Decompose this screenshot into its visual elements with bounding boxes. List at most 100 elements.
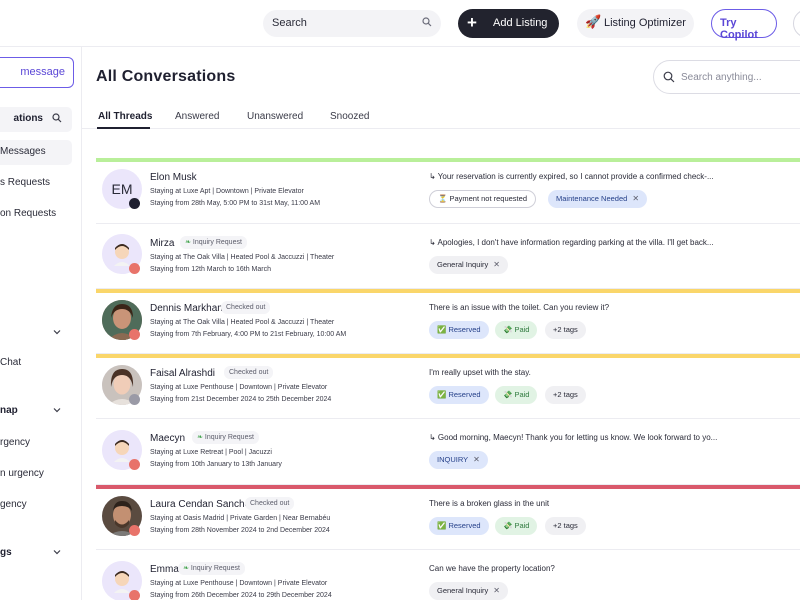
top-bar: Search + Add Listing 🚀 Listing Optimizer… bbox=[0, 0, 800, 47]
close-icon[interactable]: ✕ bbox=[473, 455, 480, 464]
tag-general-inquiry[interactable]: General Inquiry ✕ bbox=[429, 256, 508, 274]
sidebar-item-urgency-2[interactable]: n urgency bbox=[0, 468, 44, 479]
listing-line: Staying at Oasis Madrid | Private Garden… bbox=[150, 515, 331, 522]
guest-name: Elon Musk bbox=[150, 172, 197, 183]
tag-label: Maintenance Needed bbox=[556, 194, 628, 203]
sidebar-item-action-requests[interactable]: on Requests bbox=[0, 208, 57, 219]
sidebar-item-requests[interactable]: s Requests bbox=[0, 177, 51, 188]
sidebar-item-urgency-1[interactable]: rgency bbox=[0, 437, 31, 448]
more-tags-button[interactable]: +2 tags bbox=[545, 386, 586, 404]
conversation-row[interactable]: Maecyn ❧ Inquiry Request Staying at Luxe … bbox=[96, 419, 800, 485]
rocket-icon: 🚀 bbox=[585, 14, 602, 29]
sidebar-item-urgency-3[interactable]: gency bbox=[0, 499, 27, 510]
profile-button[interactable] bbox=[793, 9, 800, 38]
conversation-row[interactable]: Emma ❧ Inquiry Request Staying at Luxe Pe… bbox=[96, 550, 800, 600]
tag-label: Paid bbox=[514, 521, 530, 530]
sidebar: message ations Messages s Requests on Re… bbox=[0, 47, 82, 600]
sidebar-group-map[interactable]: nap bbox=[0, 405, 18, 416]
sidebar-item-messages[interactable]: Messages bbox=[0, 146, 46, 157]
thread-tabs: All Threads Answered Unanswered Snoozed bbox=[82, 103, 800, 129]
chevron-down-icon[interactable] bbox=[53, 548, 61, 556]
listing-line: Staying at Luxe Penthouse | Downtown | P… bbox=[150, 580, 328, 587]
stay-dates-line: Staying from 28th May, 5:00 PM to 31st M… bbox=[150, 200, 321, 207]
leaf-icon: ❧ bbox=[185, 239, 191, 246]
chevron-down-icon[interactable] bbox=[53, 406, 61, 414]
status-badge: Checked out bbox=[224, 366, 274, 379]
guest-name: Emma bbox=[150, 564, 179, 575]
tab-unanswered[interactable]: Unanswered bbox=[247, 111, 304, 122]
new-message-label: message bbox=[20, 66, 65, 78]
global-search-placeholder: Search bbox=[272, 17, 307, 29]
status-bar-yellow bbox=[96, 289, 800, 293]
platform-badge-icon bbox=[129, 394, 140, 405]
listing-line: Staying at Luxe Penthouse | Downtown | P… bbox=[150, 384, 328, 391]
page-title: All Conversations bbox=[96, 68, 236, 85]
global-search-input[interactable]: Search bbox=[263, 10, 441, 37]
more-tags-button[interactable]: +2 tags bbox=[545, 321, 586, 339]
sidebar-group-settings[interactable]: gs bbox=[0, 547, 12, 558]
tab-snoozed[interactable]: Snoozed bbox=[330, 111, 370, 122]
leaf-icon: ❧ bbox=[183, 565, 189, 572]
guest-name: Dennis Markham bbox=[150, 303, 226, 314]
money-icon: 💸 bbox=[503, 390, 513, 399]
last-message: Can we have the property location? bbox=[429, 564, 555, 573]
sidebar-conversations-label: ations bbox=[13, 113, 43, 124]
airbnb-badge-icon bbox=[129, 263, 140, 274]
tag-reserved[interactable]: ✅ Reserved bbox=[429, 321, 489, 339]
search-icon[interactable] bbox=[52, 113, 62, 123]
tag-label: Paid bbox=[514, 325, 530, 334]
chevron-down-icon[interactable] bbox=[53, 328, 61, 336]
status-badge-label: Inquiry Request bbox=[192, 239, 242, 246]
close-icon[interactable]: ✕ bbox=[493, 260, 500, 269]
user-photo bbox=[102, 300, 142, 340]
conversation-row[interactable]: Dennis Markham Checked out Staying at Th… bbox=[96, 289, 800, 354]
tab-answered[interactable]: Answered bbox=[175, 111, 220, 122]
check-icon: ✅ bbox=[437, 325, 447, 334]
status-badge-label: Inquiry Request bbox=[204, 434, 254, 441]
status-badge: ❧ Inquiry Request bbox=[178, 562, 245, 575]
sidebar-conversations-header[interactable]: ations bbox=[0, 107, 72, 132]
tag-label: Payment not requested bbox=[449, 194, 527, 203]
conversation-row[interactable]: Laura Cendan Sanchez Checked out Staying… bbox=[96, 485, 800, 550]
last-message: There is a broken glass in the unit bbox=[429, 499, 550, 508]
stay-dates-line: Staying from 26th December 2024 to 29th … bbox=[150, 592, 332, 599]
close-icon[interactable]: ✕ bbox=[493, 586, 500, 595]
add-listing-button[interactable]: + Add Listing bbox=[458, 9, 559, 38]
stay-dates-line: Staying from 7th February, 4:00 PM to 21… bbox=[150, 331, 347, 338]
status-bar-red bbox=[96, 485, 800, 489]
sidebar-item-chat[interactable]: Chat bbox=[0, 357, 22, 368]
more-tags-button[interactable]: +2 tags bbox=[545, 517, 586, 535]
tag-payment-not-requested[interactable]: ⏳ Payment not requested bbox=[429, 190, 536, 208]
conversation-row[interactable]: Faisal Alrashdi Checked out Staying at L… bbox=[96, 354, 800, 419]
close-icon[interactable]: ✕ bbox=[632, 194, 640, 203]
tag-paid[interactable]: 💸 Paid bbox=[495, 386, 538, 404]
try-copilot-label: Try Copilot bbox=[720, 17, 758, 41]
leaf-icon: ❧ bbox=[197, 434, 203, 441]
tag-inquiry[interactable]: INQUIRY ✕ bbox=[429, 451, 488, 469]
stay-dates-line: Staying from 21st December 2024 to 25th … bbox=[150, 396, 332, 403]
try-copilot-button[interactable]: Try Copilot bbox=[711, 9, 777, 41]
listing-optimizer-button[interactable]: 🚀 Listing Optimizer bbox=[577, 9, 694, 38]
conversation-search-input[interactable]: Search anything... bbox=[653, 60, 800, 94]
stay-dates-line: Staying from 10th January to 13th Januar… bbox=[150, 461, 282, 468]
hourglass-icon: ⏳ bbox=[438, 194, 448, 203]
tag-paid[interactable]: 💸 Paid bbox=[495, 517, 538, 535]
status-badge: Checked out bbox=[221, 301, 271, 314]
tag-maintenance-needed[interactable]: Maintenance Needed ✕ bbox=[548, 190, 648, 208]
conversation-row[interactable]: EM Elon Musk Staying at Luxe Apt | Downt… bbox=[96, 158, 800, 224]
stay-dates-line: Staying from 12th March to 16th March bbox=[150, 266, 271, 273]
tag-label: Reserved bbox=[448, 390, 481, 399]
money-icon: 💸 bbox=[503, 325, 513, 334]
tag-reserved[interactable]: ✅ Reserved bbox=[429, 386, 489, 404]
last-message: There is an issue with the toilet. Can y… bbox=[429, 303, 610, 312]
conversation-row[interactable]: Mirza ❧ Inquiry Request Staying at The Oa… bbox=[96, 224, 800, 289]
add-listing-label: Add Listing bbox=[493, 17, 548, 29]
listing-line: Staying at The Oak Villa | Heated Pool &… bbox=[150, 254, 335, 261]
new-message-button[interactable]: message bbox=[0, 57, 74, 88]
status-badge-label: Inquiry Request bbox=[190, 565, 240, 572]
tag-general-inquiry[interactable]: General Inquiry ✕ bbox=[429, 582, 508, 600]
tag-reserved[interactable]: ✅ Reserved bbox=[429, 517, 489, 535]
tab-all-threads[interactable]: All Threads bbox=[98, 111, 153, 122]
listing-line: Staying at Luxe Apt | Downtown | Private… bbox=[150, 188, 304, 195]
tag-paid[interactable]: 💸 Paid bbox=[495, 321, 538, 339]
